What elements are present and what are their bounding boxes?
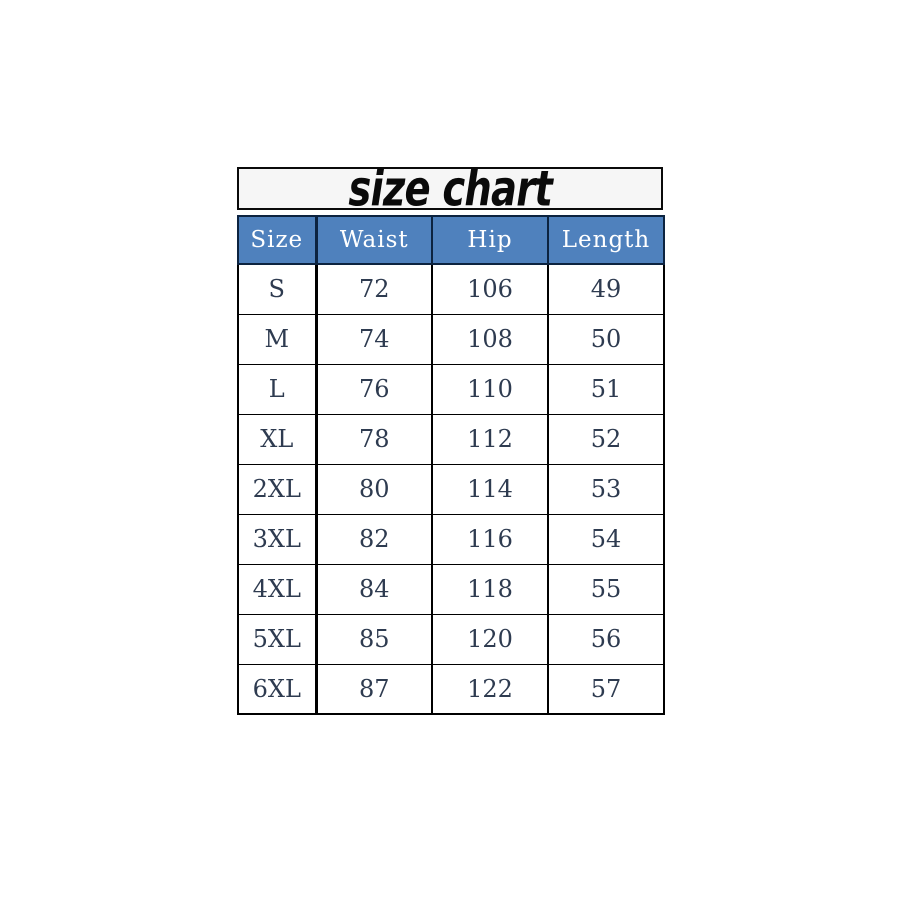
length-value-cell: 55 bbox=[547, 563, 665, 615]
hip-value-cell: 106 bbox=[431, 263, 549, 315]
table-row: 4XL 84 118 55 bbox=[237, 563, 665, 615]
table-row: 6XL 87 122 57 bbox=[237, 663, 665, 715]
size-label-cell: M bbox=[237, 313, 318, 365]
length-value-cell: 56 bbox=[547, 613, 665, 665]
waist-value-cell: 72 bbox=[315, 263, 433, 315]
hip-value-cell: 114 bbox=[431, 463, 549, 515]
waist-value-cell: 76 bbox=[315, 363, 433, 415]
hip-value-cell: 116 bbox=[431, 513, 549, 565]
table-row: 2XL 80 114 53 bbox=[237, 463, 665, 515]
length-value-cell: 54 bbox=[547, 513, 665, 565]
waist-value-cell: 78 bbox=[315, 413, 433, 465]
size-label-cell: 3XL bbox=[237, 513, 318, 565]
size-label-cell: S bbox=[237, 263, 318, 315]
waist-value-cell: 82 bbox=[315, 513, 433, 565]
waist-value-cell: 80 bbox=[315, 463, 433, 515]
column-header-waist: Waist bbox=[315, 215, 433, 265]
size-label-cell: 4XL bbox=[237, 563, 318, 615]
column-header-hip: Hip bbox=[431, 215, 549, 265]
header-row: Size Waist Hip Length bbox=[237, 215, 665, 265]
length-value-cell: 53 bbox=[547, 463, 665, 515]
table-row: 5XL 85 120 56 bbox=[237, 613, 665, 665]
title-box: size chart bbox=[237, 160, 663, 219]
size-label-cell: XL bbox=[237, 413, 318, 465]
size-label-cell: 5XL bbox=[237, 613, 318, 665]
size-label-cell: 2XL bbox=[237, 463, 318, 515]
table-header: Size Waist Hip Length bbox=[237, 215, 665, 265]
size-label-cell: L bbox=[237, 363, 318, 415]
hip-value-cell: 108 bbox=[431, 313, 549, 365]
hip-value-cell: 122 bbox=[431, 663, 549, 715]
hip-value-cell: 118 bbox=[431, 563, 549, 615]
waist-value-cell: 85 bbox=[315, 613, 433, 665]
length-value-cell: 49 bbox=[547, 263, 665, 315]
table-row: 3XL 82 116 54 bbox=[237, 513, 665, 565]
table-row: M 74 108 50 bbox=[237, 313, 665, 365]
waist-value-cell: 87 bbox=[315, 663, 433, 715]
length-value-cell: 50 bbox=[547, 313, 665, 365]
column-header-length: Length bbox=[547, 215, 665, 265]
length-value-cell: 57 bbox=[547, 663, 665, 715]
waist-value-cell: 74 bbox=[315, 313, 433, 365]
length-value-cell: 51 bbox=[547, 363, 665, 415]
size-chart-figure: size chart Size Waist Hip Length S 72 106 49 M 7… bbox=[237, 160, 665, 715]
column-header-size: Size bbox=[237, 215, 318, 265]
size-label-cell: 6XL bbox=[237, 663, 318, 715]
table-body: S 72 106 49 M 74 108 50 L 76 110 51 XL 78 112 52 2XL 80 11… bbox=[237, 263, 665, 715]
table-row: L 76 110 51 bbox=[237, 363, 665, 415]
length-value-cell: 52 bbox=[547, 413, 665, 465]
hip-value-cell: 112 bbox=[431, 413, 549, 465]
waist-value-cell: 84 bbox=[315, 563, 433, 615]
size-table: Size Waist Hip Length S 72 106 49 M 74 108 50 L 76 11… bbox=[237, 215, 665, 715]
chart-title: size chart bbox=[348, 160, 552, 219]
hip-value-cell: 120 bbox=[431, 613, 549, 665]
table-row: S 72 106 49 bbox=[237, 263, 665, 315]
hip-value-cell: 110 bbox=[431, 363, 549, 415]
table-row: XL 78 112 52 bbox=[237, 413, 665, 465]
